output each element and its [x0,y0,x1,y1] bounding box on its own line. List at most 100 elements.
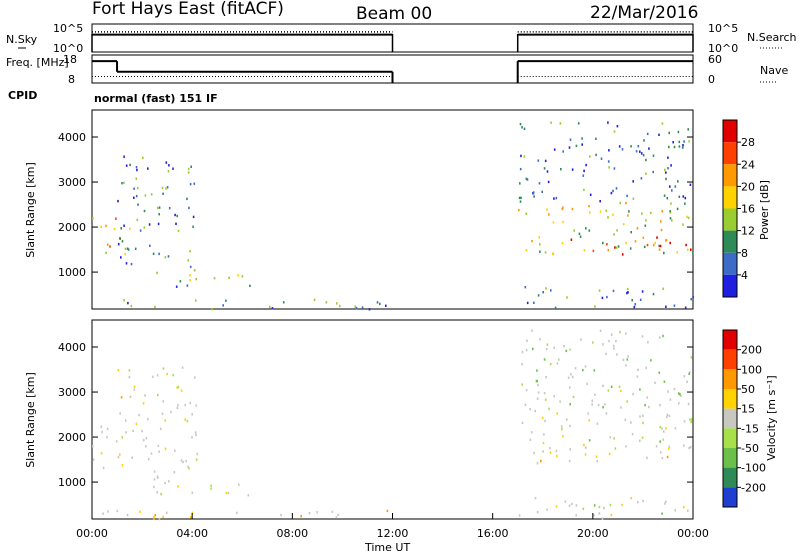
echo-cell-4-57 [613,437,615,440]
echo-cell-0-7 [101,430,103,434]
echo-cell-6-101 [536,379,539,383]
echo-cell-1-35 [187,171,190,174]
echo-cell-0-11 [92,445,94,448]
echo-cell-3-6 [158,517,161,521]
echo-cell-7-39 [682,195,685,198]
echo-cell-4-61 [691,418,693,421]
velocity-colorbar-frame [722,329,738,508]
echo-cell-6-63 [599,329,602,332]
echo-cell-5-11 [630,497,632,500]
echo-cell-3-16 [127,301,129,305]
echo-cell-6-34 [570,373,572,376]
echo-cell-1-5 [158,252,160,256]
echo-cell-4-62 [588,439,591,442]
echo-cell-6-8 [627,291,629,294]
nsky-label: N.Sky [6,33,38,46]
echo-cell-1-65 [119,412,121,415]
echo-cell-6-28 [536,397,539,400]
echo-cell-5-10 [685,243,687,247]
echo-cell-4-33 [561,207,563,211]
echo-cell-1-41 [175,222,177,225]
echo-cell-3-4 [123,299,125,302]
echo-cell-6-79 [677,392,680,395]
echo-cell-6-12 [582,368,584,372]
echo-cell-1-50 [119,237,121,240]
echo-cell-1-7 [153,470,156,473]
power-colorbar-label-3: 16 [741,203,755,216]
echo-cell-4-9 [643,245,646,249]
echo-cell-4-50 [562,220,564,224]
echo-cell-1-43 [167,170,170,173]
echo-cell-6-13 [641,290,644,293]
echo-cell-2-10 [238,483,240,486]
echo-cell-7-81 [562,150,564,153]
echo-cell-6-27 [554,306,557,309]
echo-cell-1-31 [121,182,123,185]
echo-cell-2-0 [249,284,251,287]
echo-cell-4-61 [539,243,541,246]
echo-cell-4-4 [569,448,571,451]
echo-cell-1-8 [162,400,164,403]
echo-cell-2-3 [227,491,230,495]
echo-cell-1-55 [193,269,196,272]
power-ylabel: Slant Range [km] [24,162,37,258]
echo-cell-4-14 [595,455,598,458]
echo-cell-6-94 [625,364,627,367]
echo-cell-1-0 [193,376,196,379]
echo-cell-6-64 [662,334,664,338]
echo-cell-1-8 [135,166,138,169]
echo-cell-1-59 [165,161,168,164]
velocity-colorbar-label-2: 50 [741,383,755,396]
echo-cell-3-18 [130,304,133,308]
echo-cell-4-42 [663,251,665,255]
echo-cell-5-4 [575,514,577,517]
echo-cell-6-1 [602,343,604,346]
echo-cell-6-47 [650,359,652,362]
echo-cell-1-9 [186,197,188,201]
echo-cell-1-64 [133,388,136,391]
velocity-echo-group [92,329,693,521]
echo-cell-4-47 [668,414,671,418]
echo-cell-7-74 [666,197,669,200]
echo-cell-6-27 [567,376,570,379]
echo-cell-6-98 [526,339,528,342]
echo-cell-4-66 [619,201,621,205]
echo-cell-6-49 [687,402,690,406]
echo-cell-4-21 [658,244,660,248]
echo-cell-0-7 [124,253,126,256]
echo-cell-6-80 [622,358,625,361]
echo-cell-7-86 [560,168,562,171]
velocity-ytick-label-3: 4000 [58,341,86,354]
echo-cell-6-75 [525,348,528,352]
echo-cell-4-25 [579,235,582,238]
echo-cell-1-21 [157,444,160,448]
echo-cell-7-57 [652,154,655,157]
velocity-colorbar-label-0: 200 [741,344,762,357]
echo-cell-6-93 [558,358,560,361]
echo-cell-1-59 [141,429,143,433]
nsky-series-group [91,31,694,52]
velocity-colorbar-band-5 [723,428,737,448]
echo-cell-4-36 [636,227,639,230]
echo-cell-5-22 [610,513,613,517]
power-colorbar-label-1: 8 [741,247,748,260]
echo-cell-6-73 [645,366,647,370]
power-echo-group [92,121,694,311]
echo-cell-6-26 [659,403,661,407]
echo-cell-6-35 [626,400,628,403]
echo-cell-4-9 [542,450,544,453]
echo-cell-6-18 [571,375,574,379]
echo-cell-6-17 [602,406,604,409]
echo-cell-4-65 [627,214,629,217]
time-xtick-label-2: 08:00 [276,527,308,540]
echo-cell-7-18 [569,138,572,141]
echo-cell-4-30 [519,200,522,203]
echo-cell-6-66 [559,400,561,403]
echo-cell-4-34 [573,229,575,232]
echo-cell-6-16 [539,337,541,341]
echo-cell-7-99 [677,130,680,134]
echo-cell-4-6 [605,209,608,212]
echo-cell-4-31 [659,451,662,454]
echo-cell-6-31 [688,371,691,374]
time-xtick-label-0: 00:00 [76,527,108,540]
